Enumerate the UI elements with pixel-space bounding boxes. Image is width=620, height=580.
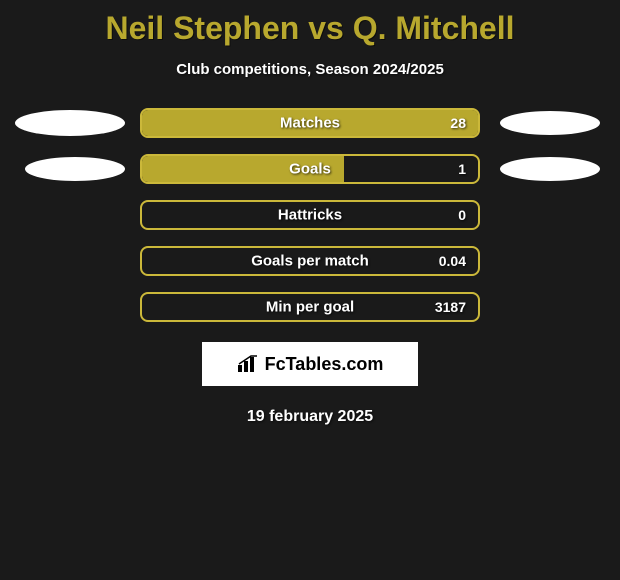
stat-bar: Goals 1	[140, 154, 480, 184]
left-ellipse-slot	[10, 110, 130, 136]
stat-label: Goals	[289, 161, 331, 178]
right-ellipse	[500, 157, 600, 181]
stat-rows-container: Matches 28 Goals 1 Hattricks 0 Goals per match…	[0, 108, 620, 322]
stat-label: Hattricks	[278, 207, 342, 224]
stat-row: Min per goal 3187	[0, 292, 620, 322]
left-ellipse-slot	[10, 157, 130, 181]
left-ellipse	[15, 110, 125, 136]
stat-label: Min per goal	[266, 299, 354, 316]
stat-label: Matches	[280, 115, 340, 132]
stat-value: 28	[450, 115, 466, 131]
stat-bar: Hattricks 0	[140, 200, 480, 230]
stat-bar: Min per goal 3187	[140, 292, 480, 322]
right-ellipse-slot	[490, 157, 610, 181]
left-ellipse	[25, 157, 125, 181]
date-line: 19 february 2025	[0, 408, 620, 426]
logo-text: FcTables.com	[265, 354, 384, 375]
stat-row: Goals 1	[0, 154, 620, 184]
stat-label: Goals per match	[251, 253, 369, 270]
stat-row: Goals per match 0.04	[0, 246, 620, 276]
stat-value: 0.04	[439, 253, 466, 269]
page-title: Neil Stephen vs Q. Mitchell	[0, 0, 620, 47]
source-logo: FcTables.com	[202, 342, 418, 386]
chart-icon	[237, 355, 259, 373]
subtitle: Club competitions, Season 2024/2025	[0, 61, 620, 78]
stat-row: Hattricks 0	[0, 200, 620, 230]
stat-bar: Matches 28	[140, 108, 480, 138]
right-ellipse-slot	[490, 111, 610, 135]
stat-value: 0	[458, 207, 466, 223]
stat-value: 1	[458, 161, 466, 177]
stat-value: 3187	[435, 299, 466, 315]
stat-row: Matches 28	[0, 108, 620, 138]
stat-bar: Goals per match 0.04	[140, 246, 480, 276]
right-ellipse	[500, 111, 600, 135]
